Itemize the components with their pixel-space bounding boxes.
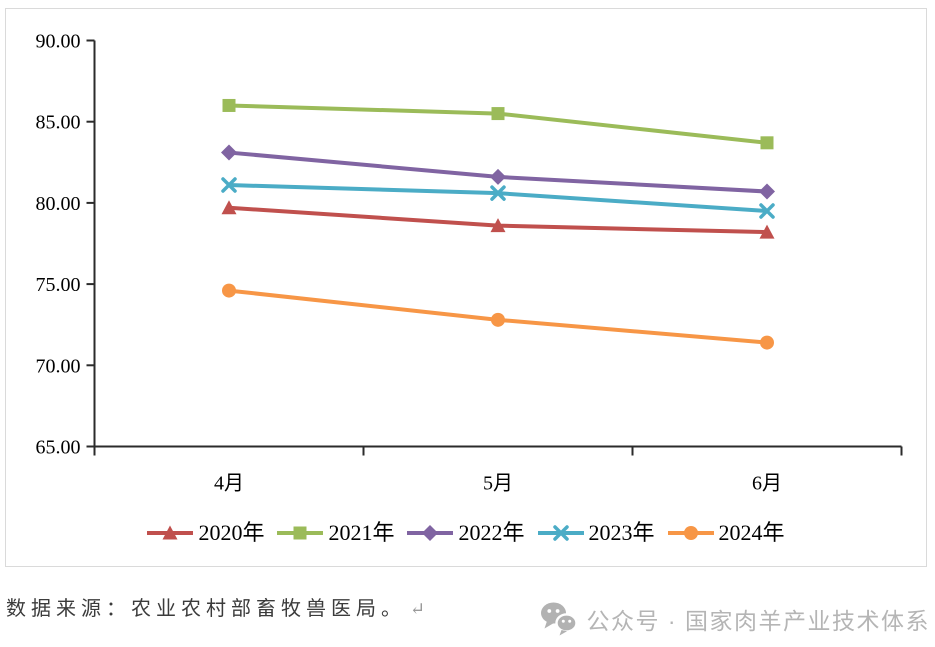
wechat-icon — [540, 602, 578, 636]
line-chart-plot: 65.00 70.00 75.00 80.00 85.00 90.00 4月 5月 6月 — [36, 31, 903, 495]
legend-item-2020年: 2020年 — [147, 522, 264, 544]
series-2020年 — [221, 200, 775, 239]
y-axis-tick-label: 80.00 — [36, 193, 81, 215]
legend-label: 2021年 — [328, 520, 395, 545]
y-axis-tick-label: 65.00 — [36, 437, 81, 459]
legend-marker-diamond-icon — [407, 525, 454, 541]
series-2023年 — [221, 177, 775, 219]
chart-legend: 2020年 2021年 2022年 2023年 2024年 — [6, 518, 926, 548]
legend-marker-x-icon — [537, 525, 584, 541]
legend-marker-square-icon — [277, 526, 324, 540]
series-2021年 — [222, 98, 774, 150]
x-axis-tick-label: 6月 — [752, 473, 782, 495]
footer: 数据来源：农业农村部畜牧兽医局。 ↵ 公众号 · 国家肉羊产业技术体系 — [6, 592, 930, 636]
chart-frame: 65.00 70.00 75.00 80.00 85.00 90.00 4月 5月 6月 202… — [5, 8, 927, 567]
watermark: 公众号 · 国家肉羊产业技术体系 — [540, 602, 930, 636]
legend-item-2021年: 2021年 — [277, 522, 394, 544]
legend-label: 2024年 — [718, 520, 785, 545]
legend-label: 2020年 — [198, 520, 265, 545]
paragraph-return-mark: ↵ — [410, 599, 426, 619]
series-2024年 — [222, 283, 774, 350]
y-axis-tick-label: 90.00 — [36, 31, 81, 53]
legend-marker-circle-icon — [667, 526, 714, 540]
x-axis-tick-label: 5月 — [483, 473, 513, 495]
legend-marker-triangle-icon — [147, 525, 194, 540]
source-label: 数据来源：农业农村部畜牧兽医局。 — [6, 598, 406, 620]
series-2022年 — [221, 144, 775, 200]
legend-label: 2022年 — [458, 520, 525, 545]
x-axis-tick-label: 4月 — [214, 473, 244, 495]
y-axis-tick-label: 75.00 — [36, 274, 81, 296]
legend-item-2023年: 2023年 — [537, 520, 655, 545]
data-source-text: 数据来源：农业农村部畜牧兽医局。 ↵ — [6, 592, 425, 621]
watermark-label: 公众号 · 国家肉羊产业技术体系 — [586, 608, 930, 634]
legend-item-2022年: 2022年 — [407, 520, 525, 545]
legend-label: 2023年 — [588, 520, 655, 545]
legend-item-2024年: 2024年 — [667, 520, 785, 545]
y-axis-tick-label: 85.00 — [36, 112, 81, 134]
y-axis-tick-label: 70.00 — [36, 355, 81, 377]
